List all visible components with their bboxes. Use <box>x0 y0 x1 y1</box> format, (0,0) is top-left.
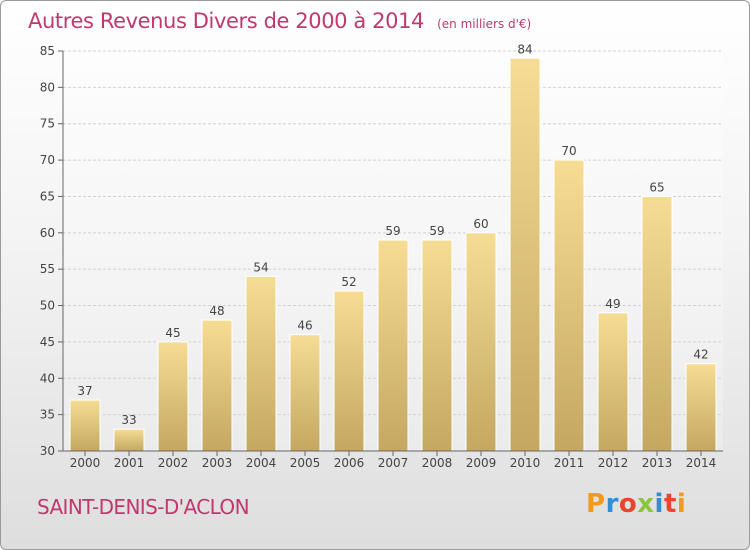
logo-letter: i <box>654 489 664 519</box>
bar <box>641 195 673 452</box>
data-label: 37 <box>77 384 92 398</box>
data-label: 33 <box>121 413 136 427</box>
y-tick-label: 60 <box>40 226 55 240</box>
y-tick-label: 50 <box>40 299 55 313</box>
y-tick-label: 55 <box>40 262 55 276</box>
x-tick-label: 2013 <box>642 456 673 470</box>
x-tick-label: 2014 <box>686 456 717 470</box>
data-label: 70 <box>561 144 576 158</box>
x-tick-label: 2009 <box>466 456 497 470</box>
commune-name: SAINT-DENIS-D'ACLON <box>37 495 250 519</box>
data-label: 48 <box>209 304 224 318</box>
data-label: 60 <box>473 217 488 231</box>
chart-unit: (en milliers d'€) <box>437 17 532 31</box>
y-tick-label: 65 <box>40 189 55 203</box>
logo-letter: o <box>618 489 638 519</box>
labels: 30 35 40 45 50 55 60 65 70 75 80 85 37 2000 33 2001 45 20… <box>40 42 717 470</box>
x-tick-label: 2003 <box>202 456 233 470</box>
logo-letter: r <box>605 489 619 519</box>
bar <box>245 275 277 452</box>
x-tick-label: 2001 <box>114 456 145 470</box>
data-label: 65 <box>649 180 664 194</box>
x-tick-label: 2008 <box>422 456 453 470</box>
x-tick-label: 2011 <box>554 456 585 470</box>
y-tick-label: 80 <box>40 80 55 94</box>
data-label: 42 <box>693 348 708 362</box>
axes <box>58 50 723 456</box>
x-tick-label: 2000 <box>70 456 101 470</box>
logo-letter: x <box>637 489 655 519</box>
data-label: 45 <box>165 326 180 340</box>
bar <box>377 239 409 452</box>
logo-letter: i <box>676 489 687 519</box>
bar <box>201 319 233 452</box>
y-tick-label: 85 <box>40 44 55 58</box>
data-label: 49 <box>605 297 620 311</box>
x-tick-label: 2002 <box>158 456 189 470</box>
title-row: Autres Revenus Divers de 2000 à 2014 (en… <box>28 9 531 33</box>
bars <box>69 57 717 452</box>
bar <box>465 232 497 452</box>
data-label: 54 <box>253 260 268 274</box>
y-tick-label: 35 <box>40 408 55 422</box>
logo-letter: P <box>586 489 606 519</box>
bar <box>69 399 101 452</box>
x-tick-label: 2005 <box>290 456 321 470</box>
bar <box>333 290 365 452</box>
chart-title: Autres Revenus Divers de 2000 à 2014 <box>28 9 425 33</box>
y-tick-label: 70 <box>40 153 55 167</box>
bar <box>421 239 453 452</box>
data-label: 84 <box>517 42 532 56</box>
x-tick-label: 2004 <box>246 456 277 470</box>
bar <box>157 341 189 452</box>
y-tick-label: 75 <box>40 117 55 131</box>
proxiti-logo[interactable]: Proxiti <box>586 489 686 519</box>
bar <box>509 57 541 452</box>
data-label: 46 <box>297 319 312 333</box>
x-tick-label: 2012 <box>598 456 629 470</box>
data-label: 59 <box>385 224 400 238</box>
logo-letter: t <box>663 489 677 519</box>
bar <box>289 334 321 452</box>
data-label: 59 <box>429 224 444 238</box>
x-tick-label: 2007 <box>378 456 409 470</box>
y-tick-label: 30 <box>40 444 55 458</box>
x-tick-label: 2010 <box>510 456 541 470</box>
data-label: 52 <box>341 275 356 289</box>
bar <box>553 159 585 452</box>
bar <box>113 428 145 452</box>
bar <box>685 363 717 452</box>
y-tick-label: 45 <box>40 335 55 349</box>
x-tick-label: 2006 <box>334 456 365 470</box>
y-tick-label: 40 <box>40 371 55 385</box>
bar <box>597 312 629 452</box>
